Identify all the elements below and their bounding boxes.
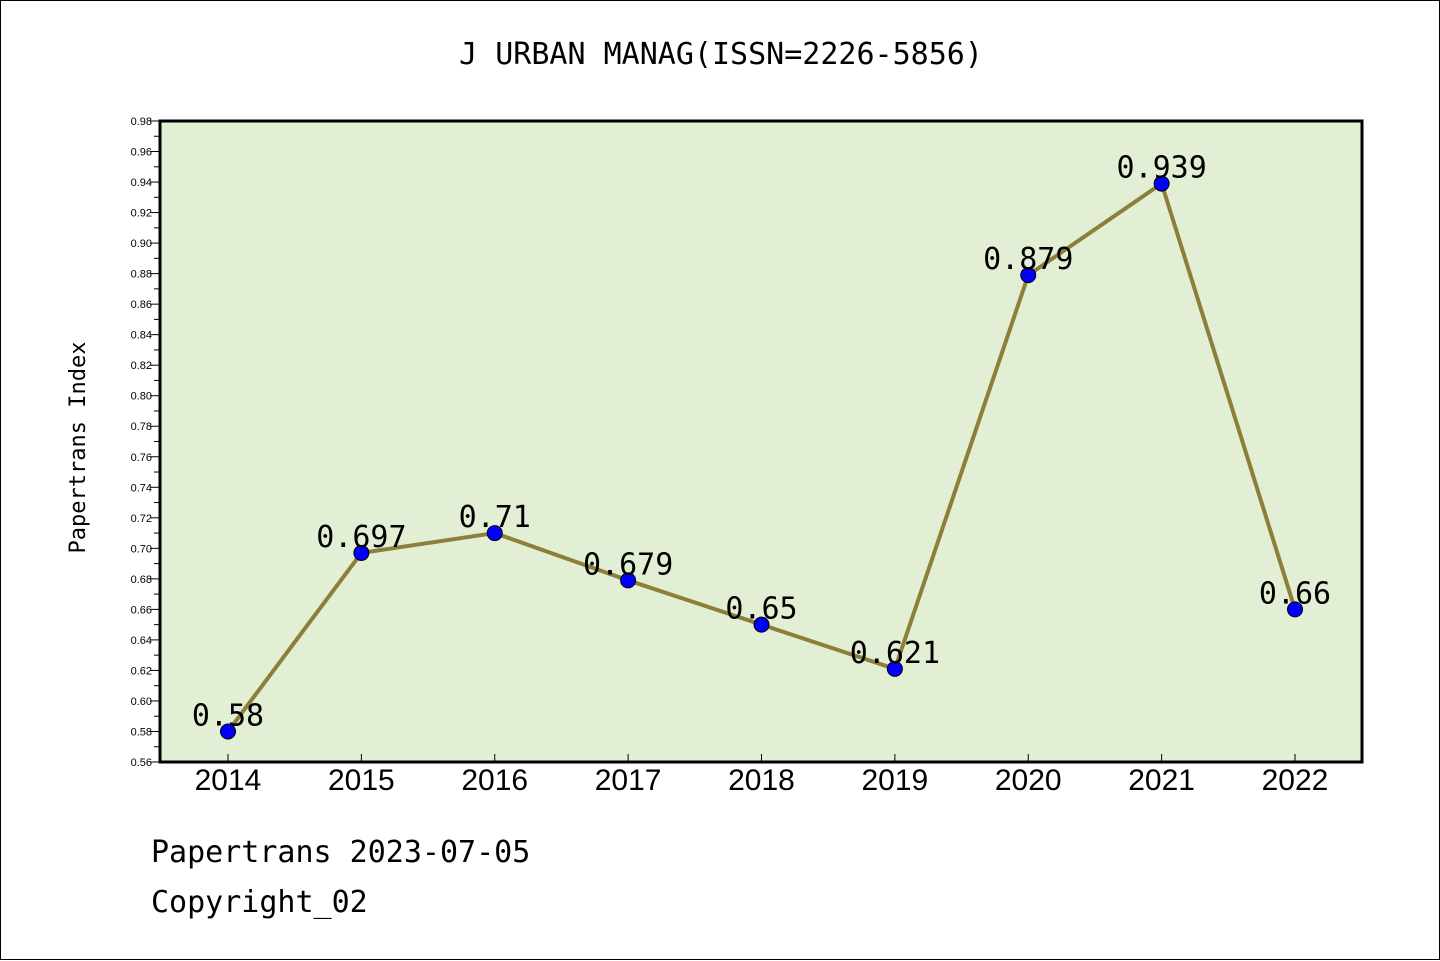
y-tick-label: 0.66	[131, 604, 152, 616]
x-tick-label: 2022	[1262, 764, 1329, 797]
y-tick-label: 0.58	[131, 726, 152, 738]
y-axis: 0.56 0.58 0.60 0.62 0.64 0.66 0.68 0.70 0.72 0.74…	[131, 116, 160, 769]
chart-title: J URBAN MANAG(ISSN=2226-5856)	[459, 37, 983, 72]
data-labels: 0.58 0.697 0.71 0.679 0.65 0.621 0.879 0.939 0.6…	[192, 151, 1331, 734]
data-point-marker	[753, 616, 770, 633]
y-tick-label: 0.70	[131, 543, 152, 555]
data-label: 0.697	[316, 520, 406, 555]
y-tick-label: 0.64	[131, 635, 152, 647]
y-tick-label: 0.76	[131, 452, 152, 464]
y-tick-label: 0.56	[131, 757, 152, 769]
y-tick-label: 0.78	[131, 421, 152, 433]
data-label: 0.58	[192, 698, 264, 733]
y-tick-label: 0.90	[131, 238, 152, 250]
data-point-marker	[1153, 175, 1170, 192]
y-tick-label: 0.92	[131, 208, 152, 220]
data-label: 0.621	[850, 636, 940, 671]
y-tick-label: 0.80	[131, 391, 152, 403]
data-label: 0.879	[983, 242, 1073, 277]
data-point-marker	[353, 544, 370, 561]
data-point-marker	[886, 660, 903, 677]
x-tick-label: 2021	[1128, 764, 1195, 797]
data-point-marker	[486, 525, 503, 542]
plot-area	[158, 119, 1364, 764]
x-axis: 2014 2015 2016 2017 2018 2019 2020 2021 2022	[195, 754, 1329, 797]
x-tick-label: 2016	[461, 764, 528, 797]
y-tick-label: 0.68	[131, 574, 152, 586]
y-tick-label: 0.86	[131, 299, 152, 311]
data-label: 0.679	[583, 547, 673, 582]
y-tick-label: 0.98	[131, 116, 152, 128]
y-tick-label: 0.84	[131, 330, 152, 342]
data-point-marker	[220, 723, 236, 740]
y-tick-label: 0.62	[131, 665, 152, 677]
data-point-marker	[620, 572, 637, 589]
y-tick-label: 0.60	[131, 696, 152, 708]
y-tick-label: 0.94	[131, 177, 152, 189]
data-label: 0.65	[725, 592, 797, 627]
y-tick-label: 0.72	[131, 513, 152, 525]
x-tick-label: 2018	[728, 764, 795, 797]
data-point-marker	[1020, 267, 1037, 284]
data-point-marker	[1287, 601, 1303, 618]
footer-date: Papertrans 2023-07-05	[151, 835, 531, 870]
x-tick-label: 2015	[328, 764, 395, 797]
y-tick-label: 0.74	[131, 482, 152, 494]
data-label: 0.66	[1259, 576, 1331, 611]
data-label: 0.71	[459, 500, 531, 535]
footer-copyright: Copyright_02	[151, 885, 368, 920]
x-tick-label: 2019	[862, 764, 929, 797]
y-tick-label: 0.96	[131, 147, 152, 159]
y-tick-label: 0.82	[131, 360, 152, 372]
series-group	[220, 175, 1303, 740]
x-tick-label: 2020	[995, 764, 1062, 797]
x-tick-label: 2014	[195, 764, 262, 797]
x-tick-label: 2017	[595, 764, 662, 797]
y-axis-label: Papertrans Index	[66, 342, 91, 554]
y-tick-label: 0.88	[131, 269, 152, 281]
data-label: 0.939	[1116, 151, 1206, 186]
